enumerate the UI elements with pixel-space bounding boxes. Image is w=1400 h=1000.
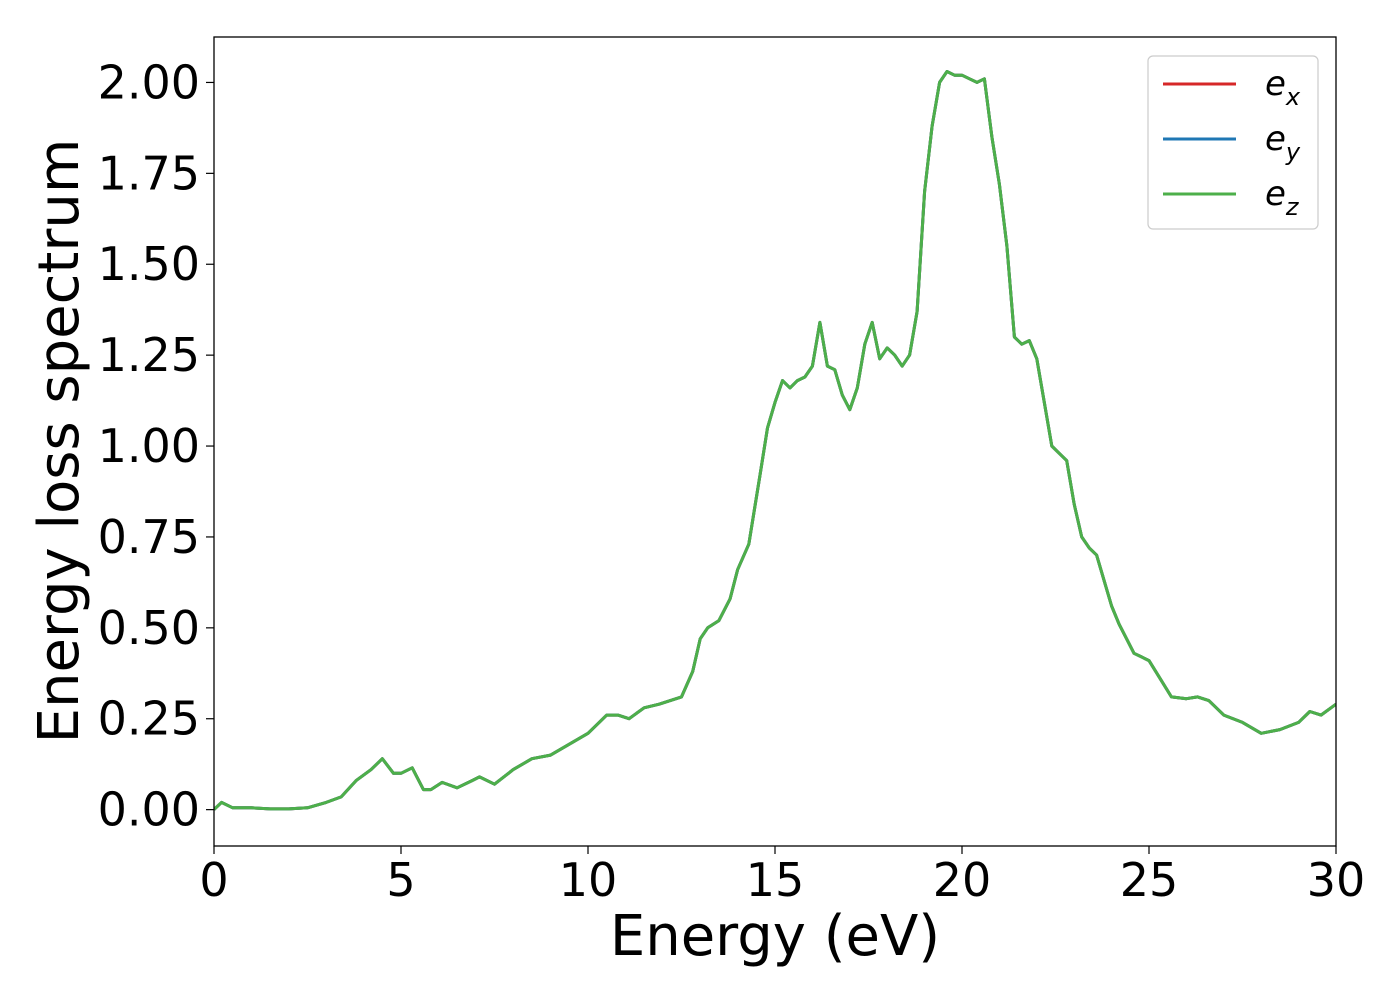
- x-axis-ticks: 0 5 10 15 20 25 30: [199, 846, 1365, 907]
- y-tick-label: 1.00: [98, 419, 200, 473]
- y-tick-label: 1.50: [98, 237, 200, 291]
- legend-box: [1147, 55, 1319, 230]
- y-tick-label: 0.50: [98, 601, 200, 655]
- x-tick-label: 10: [559, 853, 618, 907]
- y-tick-label: 0.25: [98, 692, 200, 746]
- x-tick-label: 20: [933, 853, 992, 907]
- x-tick-label: 0: [199, 853, 228, 907]
- y-tick-label: 2.00: [98, 55, 200, 109]
- legend: ex ey ez: [1147, 55, 1319, 230]
- series-lines: [214, 70, 1336, 811]
- y-tick-label: 1.75: [98, 146, 200, 200]
- y-axis-ticks: 0.00 0.25 0.50 0.75 1.00 1.25 1.50 1.75 2.00: [98, 55, 214, 837]
- legend-label-y: ey: [1265, 119, 1301, 166]
- x-axis-title: Energy (eV): [610, 904, 940, 969]
- x-tick-label: 5: [386, 853, 415, 907]
- legend-label-z: ez: [1265, 174, 1300, 221]
- x-tick-label: 15: [746, 853, 805, 907]
- y-tick-label: 0.75: [98, 510, 200, 564]
- y-axis-title: Energy loss spectrum: [27, 139, 92, 744]
- x-tick-label: 30: [1307, 853, 1366, 907]
- x-tick-label: 25: [1120, 853, 1179, 907]
- legend-label-x: ex: [1265, 64, 1301, 111]
- series-line-z: [214, 70, 1336, 811]
- y-tick-label: 0.00: [98, 783, 200, 837]
- y-tick-label: 1.25: [98, 328, 200, 382]
